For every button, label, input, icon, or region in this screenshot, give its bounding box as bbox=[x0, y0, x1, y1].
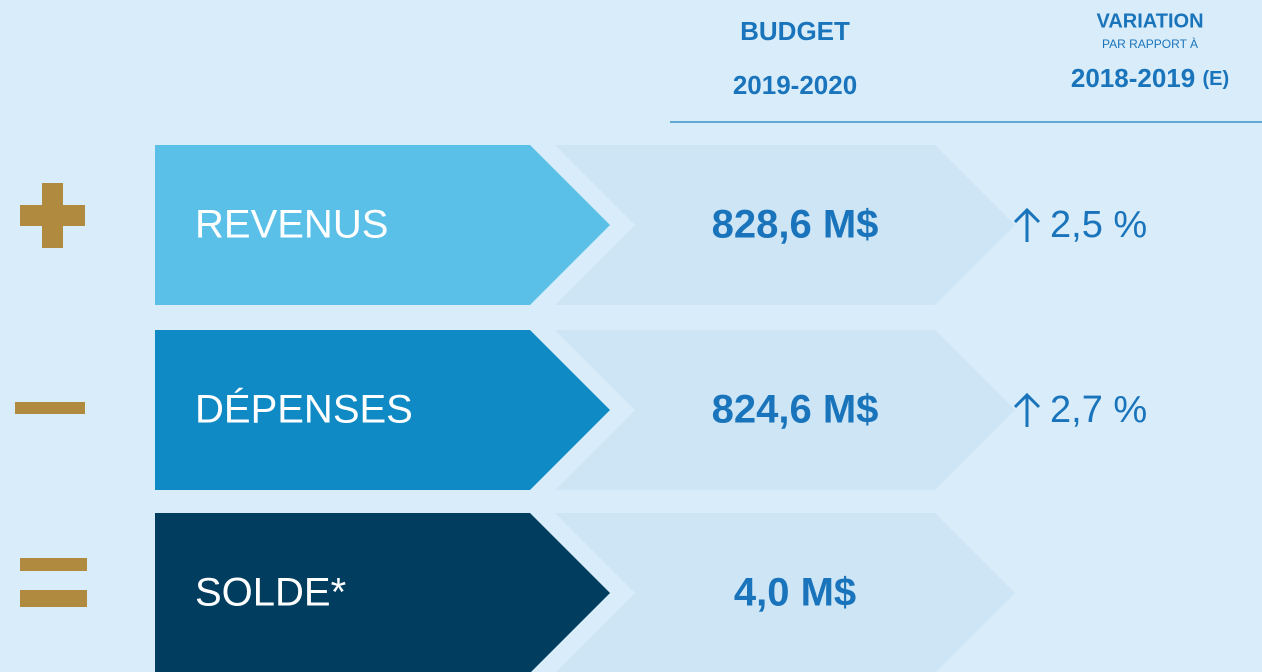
row-label: REVENUS bbox=[195, 203, 388, 247]
budget-value: 828,6 M$ bbox=[712, 203, 879, 247]
label-arrow bbox=[155, 330, 610, 490]
budget-year: 2019-2020 bbox=[733, 70, 857, 100]
budget-value: 824,6 M$ bbox=[712, 388, 879, 432]
plus-icon bbox=[20, 183, 85, 248]
variation-subheader: PAR RAPPORT À bbox=[1102, 36, 1198, 51]
value-chevron bbox=[555, 330, 1015, 490]
variation-suffix: (E) bbox=[1202, 68, 1229, 90]
row-label: SOLDE* bbox=[195, 571, 346, 615]
value-chevron bbox=[555, 145, 1015, 305]
variation-year: 2018-2019 (E) bbox=[1071, 63, 1229, 93]
minus-icon bbox=[15, 402, 85, 414]
equals-icon-top bbox=[20, 558, 87, 571]
label-arrow bbox=[155, 513, 610, 672]
label-arrow bbox=[155, 145, 610, 305]
row-label: DÉPENSES bbox=[195, 387, 413, 432]
variation-year-text: 2018-2019 bbox=[1071, 63, 1195, 93]
budget-header: BUDGET bbox=[740, 16, 850, 46]
variation-value: 2,5 % bbox=[1050, 204, 1147, 246]
value-chevron bbox=[555, 513, 1015, 672]
equals-icon-bottom bbox=[20, 590, 87, 607]
variation-value: 2,7 % bbox=[1050, 389, 1147, 431]
budget-value: 4,0 M$ bbox=[734, 571, 856, 615]
up-arrow-icon bbox=[1013, 207, 1041, 242]
up-arrow-icon bbox=[1013, 392, 1041, 427]
variation-header: VARIATION bbox=[1096, 10, 1203, 32]
